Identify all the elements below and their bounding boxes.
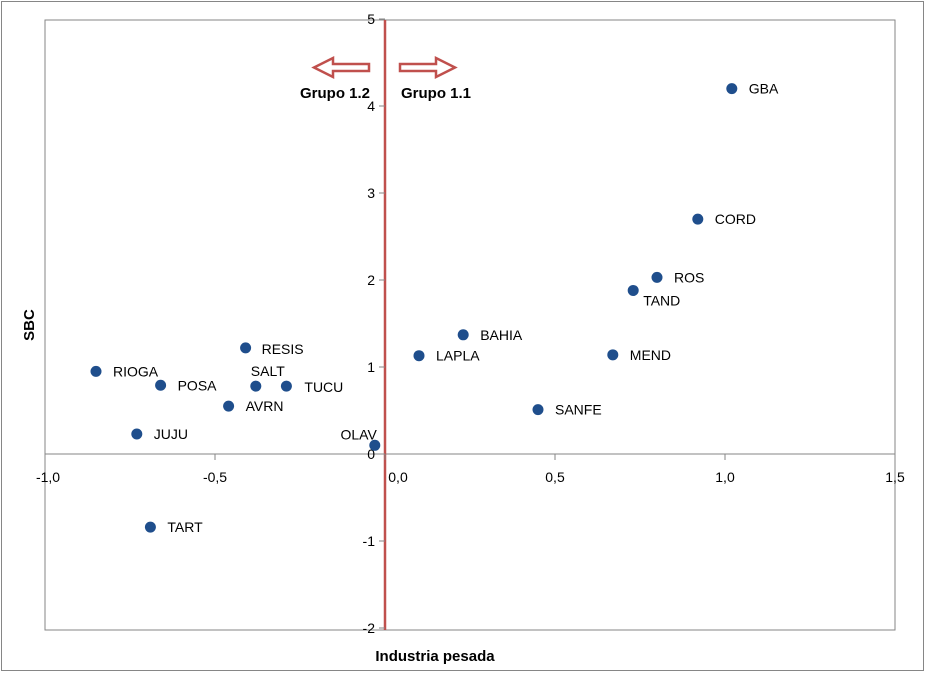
y-tick-label: 1 [367, 359, 375, 375]
data-label-salt: SALT [251, 363, 285, 379]
data-label-olav: OLAV [340, 426, 377, 442]
data-point-mend [607, 349, 619, 361]
y-tick-label: -2 [363, 620, 376, 636]
data-label-posa: POSA [178, 377, 218, 393]
x-tick-label: 1,5 [885, 469, 905, 485]
x-ticks: -1,0 -0,5 0,0 0,5 1,0 1,5 [36, 454, 905, 485]
y-tick-label: 2 [367, 272, 375, 288]
data-point-resis [240, 342, 252, 354]
data-label-gba: GBA [749, 81, 779, 97]
y-tick-label: 3 [367, 185, 375, 201]
data-point-gba [726, 83, 738, 95]
data-label-cord: CORD [715, 211, 756, 227]
data-point-bahia [457, 329, 469, 341]
group-1-1-right-arrow [398, 55, 458, 80]
y-tick-label: 0 [367, 446, 375, 462]
plot-area [44, 19, 896, 631]
data-label-juju: JUJU [154, 426, 188, 442]
y-axis-title: SBC [21, 309, 38, 341]
data-point-sanfe [532, 404, 544, 416]
data-label-sanfe: SANFE [555, 402, 602, 418]
data-label-bahia: BAHIA [480, 327, 523, 343]
data-point-rioga [90, 365, 102, 377]
data-point-olav [369, 439, 381, 451]
y-tick-label: 4 [367, 98, 375, 114]
x-tick-label: 0,0 [388, 469, 408, 485]
group-1-2-label: Grupo 1.2 [300, 85, 370, 102]
data-point-tand [627, 284, 639, 296]
data-label-tucu: TUCU [304, 379, 343, 395]
data-point-tart [144, 521, 156, 533]
data-label-tart: TART [167, 519, 203, 535]
y-ticks: -2 -1 0 1 2 3 4 5 [363, 11, 385, 636]
data-label-mend: MEND [630, 347, 671, 363]
y-tick-label: -1 [363, 533, 376, 549]
data-point-salt [250, 380, 262, 392]
data-label-lapla: LAPLA [436, 348, 480, 364]
x-tick-label: 0,5 [545, 469, 565, 485]
data-point-tucu [280, 380, 292, 392]
x-axis-title: Industria pesada [375, 648, 495, 665]
data-label-tand: TAND [643, 292, 680, 308]
data-point-juju [131, 428, 143, 440]
data-point-posa [155, 379, 167, 391]
group-1-1-label: Grupo 1.1 [401, 85, 471, 102]
data-point-ros [651, 271, 663, 283]
data-label-rioga: RIOGA [113, 363, 159, 379]
data-point-avrn [223, 400, 235, 412]
data-point-lapla [413, 350, 425, 362]
x-tick-label: -1,0 [36, 469, 60, 485]
x-tick-label: 1,0 [715, 469, 735, 485]
data-points [90, 83, 738, 533]
data-label-ros: ROS [674, 269, 704, 285]
group-1-2-left-arrow [311, 55, 371, 80]
data-label-resis: RESIS [262, 341, 304, 357]
data-label-avrn: AVRN [246, 398, 284, 414]
data-point-cord [692, 213, 704, 225]
y-tick-label: 5 [367, 11, 375, 27]
x-tick-label: -0,5 [203, 469, 227, 485]
